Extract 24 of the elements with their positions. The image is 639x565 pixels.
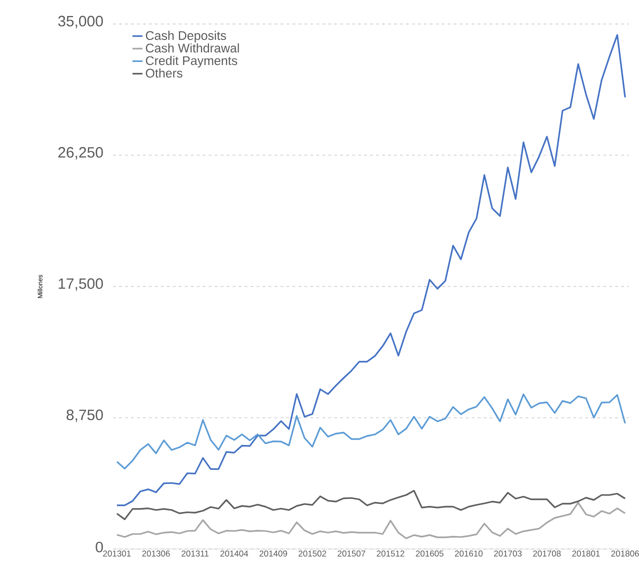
- x-tick-label: 201502: [298, 550, 326, 557]
- x-tick-label: 201801: [572, 550, 600, 557]
- y-tick-label: 26,250: [58, 147, 103, 160]
- y-tick-label: 17,500: [58, 278, 103, 291]
- x-tick-label: 201409: [260, 550, 288, 557]
- x-tick-label: 201301: [103, 550, 131, 557]
- x-tick-label: 201306: [142, 550, 170, 557]
- x-tick-label: 201708: [533, 550, 561, 557]
- line-series: [116, 394, 626, 470]
- x-tick-label: 201605: [416, 550, 444, 557]
- y-tick-label: 8,750: [66, 410, 103, 422]
- legend-label: Cash Deposits: [146, 30, 226, 42]
- y-tick-label: 0: [96, 542, 103, 552]
- legend-label: Credit Payments: [146, 56, 238, 68]
- y-tick-label: 35,000: [58, 16, 103, 28]
- x-tick-label: 201404: [220, 550, 248, 557]
- x-tick-label: 201507: [338, 550, 366, 557]
- x-tick-label: 201311: [182, 550, 209, 557]
- legend-label: Others: [146, 68, 182, 78]
- legend-label: Cash Withdrawal: [146, 43, 239, 53]
- x-tick-label: 201610: [454, 550, 483, 557]
- x-tick-label: 201703: [494, 550, 522, 557]
- x-tick-label: 201806: [611, 550, 639, 557]
- x-tick-label: 201512: [376, 550, 404, 557]
